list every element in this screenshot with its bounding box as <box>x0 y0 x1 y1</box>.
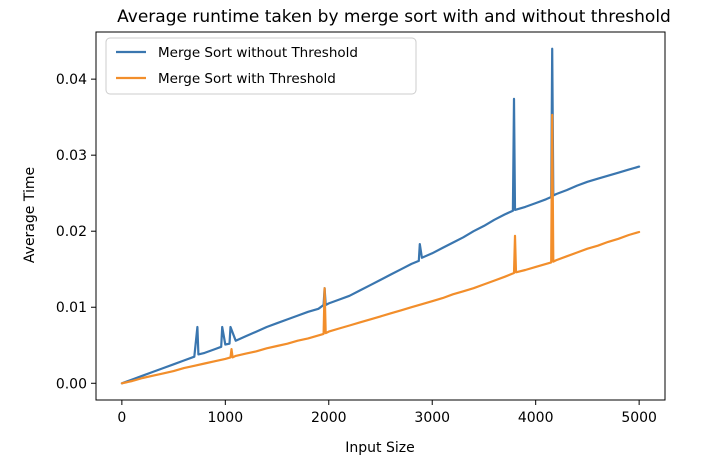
legend: Merge Sort without Threshold Merge Sort w… <box>105 37 417 95</box>
legend-label-1: Merge Sort without Threshold <box>158 45 358 61</box>
y-tick-label: 0.01 <box>56 300 87 316</box>
x-tick-label: 4000 <box>518 410 554 426</box>
x-tick-label: 5000 <box>621 410 657 426</box>
y-axis-ticks: 0.00 0.01 0.02 0.03 0.04 <box>56 72 96 392</box>
y-tick-label: 0.03 <box>56 148 87 164</box>
y-axis-label: Average Time <box>22 167 38 263</box>
legend-box <box>105 37 417 95</box>
y-tick-label: 0.02 <box>56 224 87 240</box>
x-tick-label: 3000 <box>414 410 450 426</box>
x-tick-label: 1000 <box>207 410 243 426</box>
legend-label-2: Merge Sort with Threshold <box>158 71 336 87</box>
series-layer <box>120 47 641 385</box>
x-tick-label: 0 <box>117 410 126 426</box>
plot-frame <box>95 31 666 401</box>
x-axis-label: Input Size <box>345 440 414 456</box>
series-line-2 <box>120 113 641 385</box>
x-tick-label: 2000 <box>311 410 347 426</box>
axes-layer <box>95 31 666 401</box>
chart-title: Average runtime taken by merge sort with… <box>117 7 671 27</box>
x-axis-ticks: 0 1000 2000 3000 4000 5000 <box>117 400 657 426</box>
y-tick-label: 0.04 <box>56 72 87 88</box>
y-tick-label: 0.00 <box>56 376 87 392</box>
